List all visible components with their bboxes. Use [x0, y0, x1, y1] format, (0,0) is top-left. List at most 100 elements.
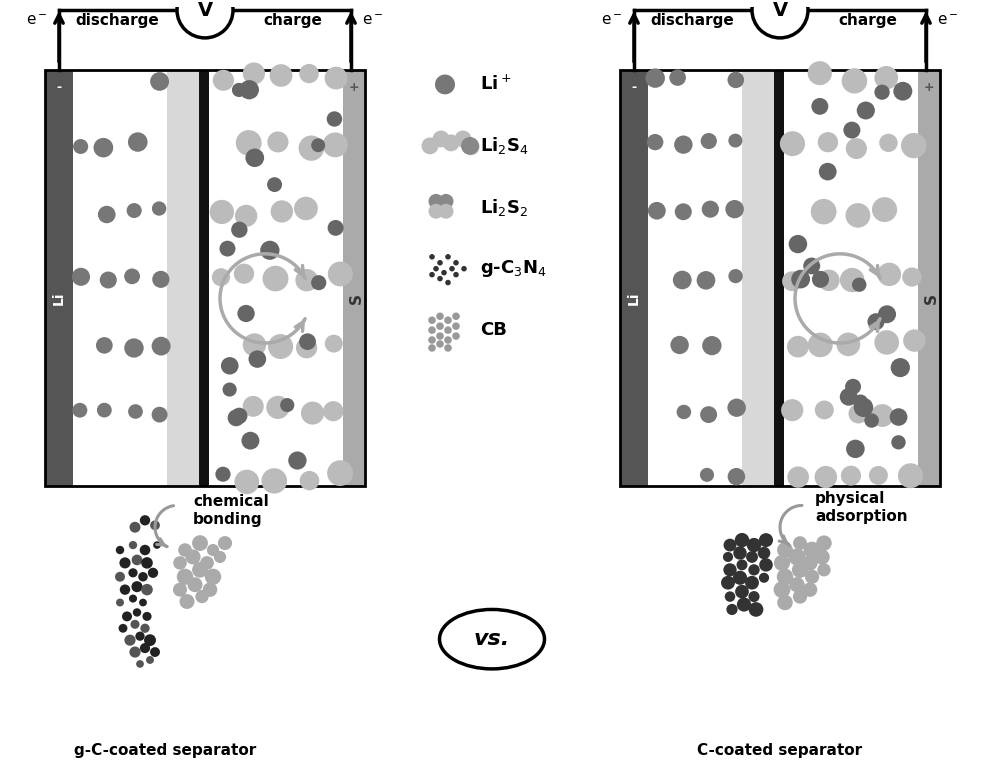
Circle shape	[433, 266, 439, 272]
Circle shape	[701, 133, 717, 149]
Circle shape	[72, 403, 87, 417]
Circle shape	[702, 201, 719, 217]
Circle shape	[243, 63, 265, 85]
Circle shape	[436, 323, 444, 330]
Circle shape	[444, 327, 452, 334]
Circle shape	[452, 323, 460, 330]
Circle shape	[271, 201, 293, 223]
Circle shape	[867, 314, 885, 330]
Circle shape	[808, 333, 833, 357]
Circle shape	[818, 269, 840, 291]
Circle shape	[852, 278, 866, 292]
Bar	[774, 69, 784, 485]
Circle shape	[845, 378, 861, 394]
Circle shape	[791, 270, 810, 288]
Text: V: V	[197, 1, 213, 20]
Circle shape	[429, 194, 444, 209]
Circle shape	[128, 568, 138, 578]
Text: charge: charge	[839, 12, 897, 27]
Circle shape	[288, 452, 307, 469]
Circle shape	[234, 470, 259, 494]
Circle shape	[444, 344, 452, 352]
Circle shape	[96, 337, 113, 354]
Circle shape	[814, 549, 830, 565]
Circle shape	[129, 541, 137, 549]
Circle shape	[878, 305, 896, 324]
Circle shape	[207, 544, 219, 556]
Circle shape	[725, 591, 735, 602]
Circle shape	[435, 75, 455, 95]
Circle shape	[119, 557, 131, 568]
Circle shape	[774, 581, 790, 598]
Circle shape	[243, 396, 264, 417]
Circle shape	[72, 268, 90, 286]
Circle shape	[116, 598, 124, 607]
Bar	[620, 69, 648, 485]
Circle shape	[902, 267, 922, 287]
Circle shape	[127, 203, 142, 218]
Circle shape	[803, 258, 820, 275]
Bar	[199, 69, 209, 485]
Circle shape	[759, 573, 769, 583]
Circle shape	[213, 69, 234, 91]
Text: e$^-$: e$^-$	[362, 12, 384, 27]
Circle shape	[815, 401, 834, 420]
Circle shape	[299, 333, 316, 350]
Circle shape	[803, 582, 817, 597]
Text: V: V	[772, 1, 788, 20]
Text: Li$_2$S$_4$: Li$_2$S$_4$	[480, 135, 529, 156]
Circle shape	[323, 401, 343, 421]
Text: -: -	[631, 82, 637, 95]
Circle shape	[877, 262, 901, 286]
Circle shape	[780, 131, 805, 156]
Circle shape	[777, 542, 793, 558]
Text: e$^-$: e$^-$	[601, 12, 623, 27]
Circle shape	[116, 546, 124, 554]
Circle shape	[150, 520, 160, 530]
Circle shape	[327, 460, 353, 486]
Circle shape	[219, 240, 235, 256]
Circle shape	[857, 101, 875, 120]
Circle shape	[132, 555, 142, 565]
Circle shape	[436, 313, 444, 320]
Circle shape	[178, 543, 192, 557]
Circle shape	[462, 138, 480, 156]
Circle shape	[840, 388, 858, 406]
Circle shape	[153, 541, 161, 549]
Circle shape	[674, 136, 693, 154]
Circle shape	[428, 317, 436, 324]
Circle shape	[245, 149, 264, 167]
Circle shape	[237, 305, 255, 322]
Circle shape	[903, 330, 926, 352]
Circle shape	[864, 414, 879, 428]
Text: vs.: vs.	[474, 629, 510, 649]
Circle shape	[872, 197, 897, 222]
Circle shape	[819, 163, 837, 180]
Circle shape	[323, 133, 348, 157]
Circle shape	[129, 594, 137, 603]
Circle shape	[148, 568, 158, 578]
Circle shape	[173, 556, 187, 570]
Circle shape	[723, 563, 737, 576]
Circle shape	[808, 61, 832, 85]
Circle shape	[140, 643, 150, 653]
Circle shape	[438, 194, 454, 209]
Circle shape	[133, 608, 141, 617]
Circle shape	[782, 272, 802, 291]
Text: Li$_2$S$_2$: Li$_2$S$_2$	[480, 197, 528, 217]
Circle shape	[728, 468, 745, 485]
Text: g-C$_3$N$_4$: g-C$_3$N$_4$	[480, 258, 547, 279]
Text: e$^-$: e$^-$	[937, 12, 959, 27]
Circle shape	[879, 134, 898, 152]
Circle shape	[777, 568, 793, 585]
Text: chemical
bonding: chemical bonding	[193, 494, 269, 526]
Circle shape	[173, 583, 187, 597]
Circle shape	[816, 536, 832, 551]
Circle shape	[843, 121, 860, 139]
Circle shape	[893, 82, 912, 101]
Circle shape	[812, 271, 829, 288]
Circle shape	[774, 555, 790, 571]
Circle shape	[793, 536, 807, 550]
Circle shape	[748, 591, 760, 602]
Circle shape	[124, 338, 144, 358]
